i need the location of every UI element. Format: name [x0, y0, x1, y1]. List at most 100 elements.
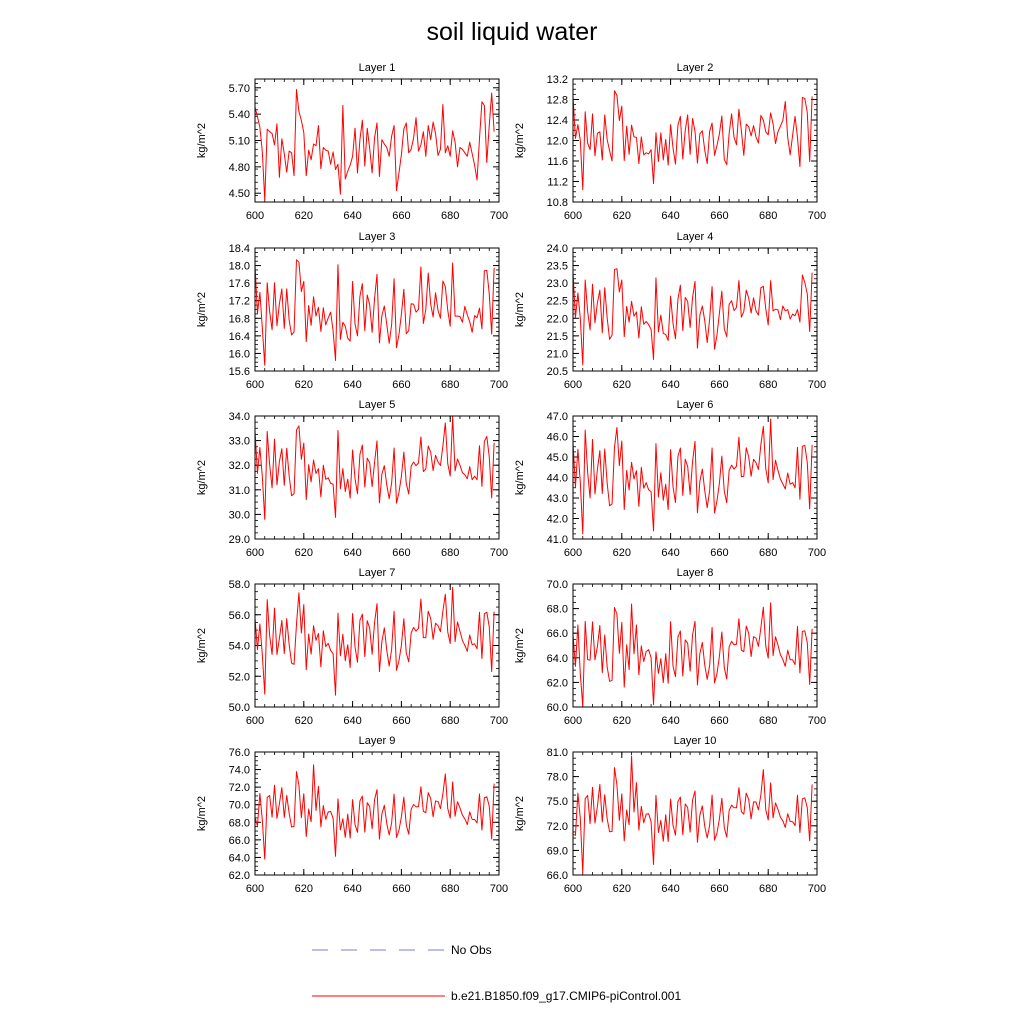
y-tick-label: 81.0 — [547, 747, 568, 759]
plot-frame — [254, 583, 500, 708]
panels: Layer 1 kg/m^2 600 620 640 660 680 700 4.50 4.80 5… — [196, 62, 826, 895]
x-tick-label: 620 — [295, 547, 313, 559]
x-tick-label: 620 — [295, 715, 313, 727]
y-tick-label: 30.0 — [229, 509, 250, 521]
y-tick-label: 11.2 — [547, 177, 568, 189]
y-tick-label: 23.5 — [547, 261, 568, 273]
panel-title: Layer 8 — [677, 567, 714, 579]
y-tick-label: 21.0 — [547, 348, 568, 360]
y-tick-label: 16.0 — [229, 348, 250, 360]
y-tick-label: 54.0 — [229, 641, 250, 653]
panel-title: Layer 3 — [359, 231, 396, 243]
x-tick-label: 600 — [564, 715, 582, 727]
x-tick-label: 700 — [808, 379, 826, 391]
y-tick-label: 17.2 — [229, 296, 250, 308]
y-tick-label: 32.0 — [229, 460, 250, 472]
y-tick-label: 66.0 — [547, 870, 568, 882]
plot-frame — [254, 78, 500, 203]
y-tick-label: 18.4 — [229, 243, 250, 255]
x-tick-label: 660 — [710, 210, 728, 222]
y-tick-label: 68.0 — [229, 817, 250, 829]
x-tick-label: 700 — [490, 715, 508, 727]
x-tick-label: 660 — [392, 547, 410, 559]
x-tick-label: 640 — [661, 547, 679, 559]
x-tick-label: 700 — [490, 883, 508, 895]
x-tick-label: 640 — [343, 715, 361, 727]
y-axis-label: kg/m^2 — [514, 292, 526, 327]
x-tick-label: 680 — [759, 210, 777, 222]
series-line-layer-8 — [572, 602, 813, 707]
series-line-layer-7 — [254, 586, 495, 696]
panel-layer-10: Layer 10 kg/m^2 600 620 640 660 680 700 66.0 69.0… — [514, 735, 826, 895]
panel-title: Layer 6 — [677, 399, 714, 411]
x-tick-label: 640 — [661, 210, 679, 222]
y-tick-label: 4.50 — [229, 188, 250, 200]
x-tick-label: 600 — [246, 210, 264, 222]
x-tick-label: 660 — [710, 379, 728, 391]
series-line-layer-3 — [254, 259, 495, 366]
series-line-layer-4 — [572, 268, 813, 366]
y-tick-label: 66.0 — [229, 835, 250, 847]
plot-frame — [572, 247, 818, 372]
y-tick-label: 23.0 — [547, 278, 568, 290]
y-tick-label: 70.0 — [229, 800, 250, 812]
y-tick-label: 10.8 — [547, 197, 568, 209]
series-line-layer-1 — [254, 89, 495, 201]
y-tick-label: 72.0 — [229, 782, 250, 794]
plot-frame — [572, 78, 818, 203]
panel-title: Layer 4 — [677, 231, 714, 243]
x-tick-label: 640 — [343, 883, 361, 895]
legend-label-model: b.e21.B1850.f09_g17.CMIP6-piControl.001 — [451, 989, 681, 1003]
y-tick-label: 66.0 — [547, 628, 568, 640]
x-tick-label: 640 — [661, 883, 679, 895]
y-tick-label: 20.5 — [547, 366, 568, 378]
y-tick-label: 52.0 — [229, 671, 250, 683]
x-tick-label: 600 — [564, 379, 582, 391]
x-tick-label: 680 — [759, 379, 777, 391]
panel-layer-8: Layer 8 kg/m^2 600 620 640 660 680 700 60.0 62.0 6… — [514, 567, 826, 727]
y-tick-label: 31.0 — [229, 485, 250, 497]
plot-frame — [254, 751, 500, 876]
y-tick-label: 17.6 — [229, 278, 250, 290]
y-axis-label: kg/m^2 — [196, 123, 208, 158]
y-tick-label: 12.0 — [547, 136, 568, 148]
panel-title: Layer 2 — [677, 62, 714, 74]
y-tick-label: 21.5 — [547, 331, 568, 343]
x-tick-label: 660 — [710, 547, 728, 559]
x-tick-label: 700 — [490, 379, 508, 391]
y-tick-label: 78.0 — [547, 772, 568, 784]
y-tick-label: 68.0 — [547, 604, 568, 616]
series-line-layer-6 — [572, 418, 813, 535]
x-tick-label: 700 — [490, 547, 508, 559]
y-tick-label: 4.80 — [229, 162, 250, 174]
panel-layer-3: Layer 3 kg/m^2 600 620 640 660 680 700 15.6 16.0 1… — [196, 231, 508, 391]
x-tick-label: 680 — [759, 883, 777, 895]
x-tick-label: 620 — [613, 883, 631, 895]
x-tick-label: 640 — [343, 210, 361, 222]
panel-title: Layer 9 — [359, 735, 396, 747]
y-axis-label: kg/m^2 — [514, 628, 526, 663]
y-tick-label: 41.0 — [547, 534, 568, 546]
x-tick-label: 680 — [759, 547, 777, 559]
y-tick-label: 11.6 — [547, 156, 568, 168]
y-tick-label: 22.0 — [547, 313, 568, 325]
panel-title: Layer 7 — [359, 567, 396, 579]
x-tick-label: 640 — [343, 547, 361, 559]
x-tick-label: 660 — [392, 379, 410, 391]
panel-layer-4: Layer 4 kg/m^2 600 620 640 660 680 700 20.5 21.0 2… — [514, 231, 826, 391]
x-tick-label: 680 — [441, 379, 459, 391]
y-tick-label: 70.0 — [547, 579, 568, 591]
x-tick-label: 660 — [710, 715, 728, 727]
y-tick-label: 16.8 — [229, 313, 250, 325]
y-tick-label: 13.2 — [547, 74, 568, 86]
y-tick-label: 16.4 — [229, 331, 250, 343]
y-tick-label: 12.8 — [547, 95, 568, 107]
x-tick-label: 680 — [441, 715, 459, 727]
series-line-layer-5 — [254, 415, 495, 520]
y-tick-label: 69.0 — [547, 845, 568, 857]
x-tick-label: 620 — [613, 379, 631, 391]
y-tick-label: 33.0 — [229, 436, 250, 448]
panel-layer-9: Layer 9 kg/m^2 600 620 640 660 680 700 62.0 64.0 6… — [196, 735, 508, 895]
x-tick-label: 680 — [441, 547, 459, 559]
panel-layer-5: Layer 5 kg/m^2 600 620 640 660 680 700 29.0 30.0 3… — [196, 399, 508, 559]
